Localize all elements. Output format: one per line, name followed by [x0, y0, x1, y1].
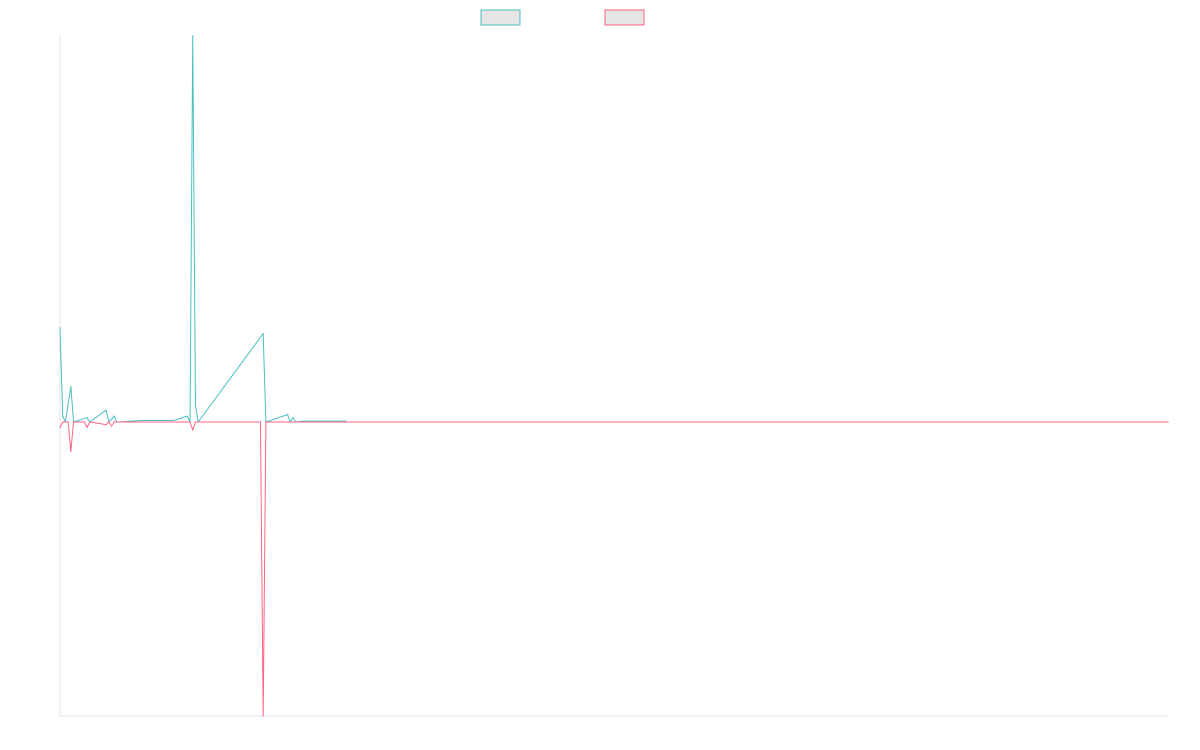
data-point: [173, 419, 175, 422]
data-point: [194, 403, 197, 405]
data-point: [62, 415, 64, 417]
data-point: [86, 416, 88, 419]
data-point: [67, 421, 69, 423]
data-point: [59, 426, 61, 428]
data-point: [286, 414, 289, 416]
data-point: [292, 416, 294, 419]
series-line-2: [59, 421, 1168, 717]
data-point: [189, 421, 191, 423]
data-point: [59, 327, 61, 329]
data-point: [262, 333, 264, 335]
data-point: [140, 419, 142, 422]
data-point: [83, 421, 85, 423]
data-point: [192, 429, 194, 431]
data-point: [113, 421, 115, 423]
series-line-1: [59, 35, 1168, 423]
data-point: [108, 421, 110, 423]
data-point: [303, 420, 305, 422]
data-point: [259, 421, 262, 423]
plot-area: [59, 35, 1169, 717]
data-point: [70, 450, 72, 452]
data-point: [262, 715, 264, 717]
data-point: [110, 425, 113, 427]
data-point: [1167, 421, 1169, 423]
data-point: [72, 421, 75, 423]
data-point: [192, 35, 194, 37]
data-point: [154, 419, 156, 422]
data-point: [194, 421, 197, 423]
data-point: [105, 424, 107, 426]
data-point: [105, 409, 107, 411]
data-point: [113, 415, 115, 417]
legend[interactable]: [480, 9, 645, 26]
data-point: [343, 420, 346, 422]
data-point: [89, 421, 91, 423]
data-point: [86, 426, 88, 428]
legend-swatch-2[interactable]: [604, 9, 645, 26]
data-point: [265, 421, 267, 423]
data-point: [70, 386, 72, 388]
data-point: [186, 415, 188, 417]
data-point: [62, 421, 64, 423]
legend-swatch-1[interactable]: [480, 9, 521, 26]
